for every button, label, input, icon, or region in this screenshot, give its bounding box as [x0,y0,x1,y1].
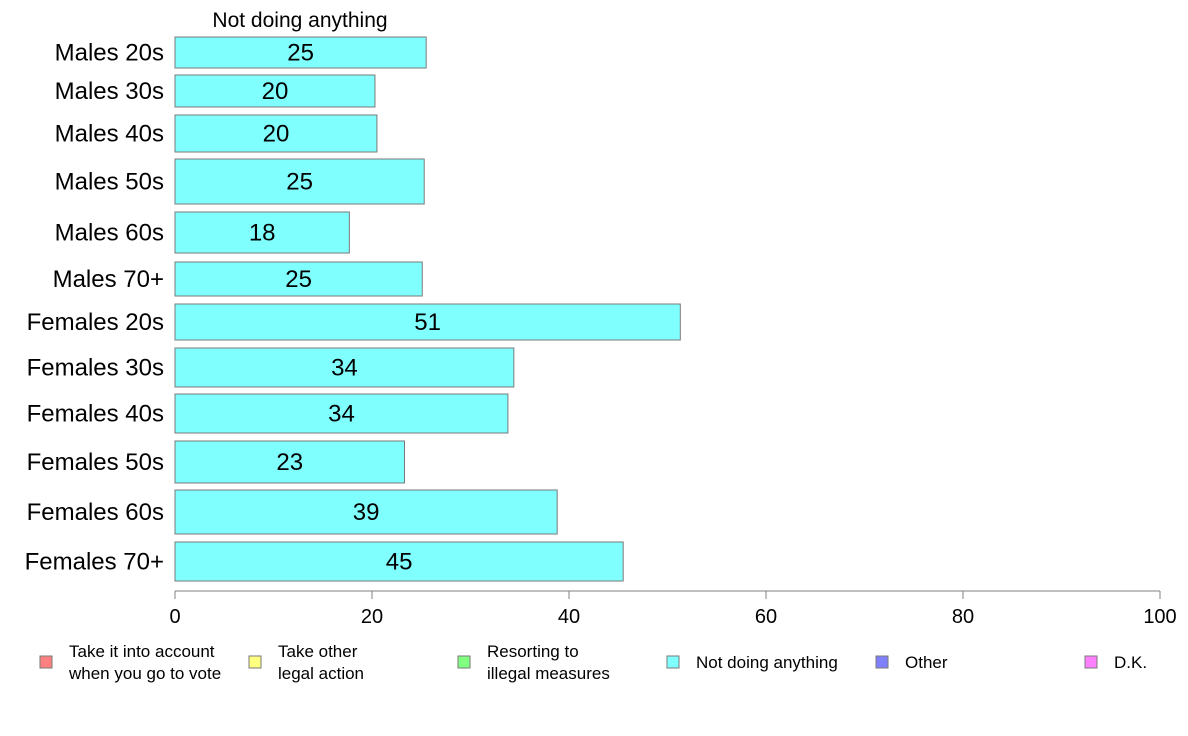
category-label: Females 40s [27,401,164,428]
category-label: Males 40s [55,121,164,148]
category-label: Females 20s [27,309,164,336]
data-label: 18 [249,220,276,247]
bar [174,74,376,108]
legend-label: Resorting to [487,642,579,661]
x-tick-label: 20 [361,606,383,628]
category-label: Males 30s [55,78,164,105]
category-label: Males 20s [55,40,164,67]
bar [174,541,624,582]
legend-swatch [39,655,53,669]
legend-label: legal action [278,664,364,683]
data-label: 25 [285,266,312,293]
data-label: 23 [276,449,303,476]
category-labels: Males 20s Males 30s Males 40s Males 50s Male… [25,40,164,576]
bar [174,261,423,297]
bar [174,347,515,388]
x-tick-label: 100 [1143,606,1176,628]
legend-label: D.K. [1114,653,1147,672]
bar [174,211,350,254]
x-tick-label: 0 [169,606,180,628]
bar [174,440,406,484]
data-label: 25 [287,40,314,67]
legend-swatch [248,655,262,669]
data-label: 34 [328,401,355,428]
x-tick-label: 40 [558,606,580,628]
bar [174,489,558,535]
data-label: 20 [262,78,289,105]
bar [174,36,427,69]
legend-swatch [666,655,680,669]
legend-label: Other [905,653,948,672]
legend-label: Take other [278,642,358,661]
legend-swatch [457,655,471,669]
category-label: Females 30s [27,355,164,382]
legend: Take it into account when you go to vote T… [39,642,1147,683]
category-label: Females 70+ [25,549,164,576]
bar [174,158,425,205]
x-tick-label: 60 [755,606,777,628]
data-label: 39 [353,499,380,526]
category-label: Females 60s [27,499,164,526]
legend-label: when you go to vote [68,664,221,683]
data-label: 20 [263,121,290,148]
category-label: Females 50s [27,449,164,476]
legend-label: Not doing anything [696,653,838,672]
legend-label: Take it into account [69,642,215,661]
legend-swatch [875,655,889,669]
legend-label: illegal measures [487,664,610,683]
category-label: Males 60s [55,220,164,247]
x-axis: 0 20 40 60 80 100 [169,590,1177,628]
bar [174,303,681,341]
data-label: 34 [331,355,358,382]
bar [174,393,509,434]
legend-swatch [1084,655,1098,669]
data-label: 25 [286,169,313,196]
category-label: Males 50s [55,169,164,196]
bar [174,114,378,153]
x-tick-label: 80 [952,606,974,628]
chart-title: Not doing anything [212,9,387,32]
category-label: Males 70+ [53,266,164,293]
data-label: 51 [414,309,441,336]
data-label: 45 [386,549,413,576]
